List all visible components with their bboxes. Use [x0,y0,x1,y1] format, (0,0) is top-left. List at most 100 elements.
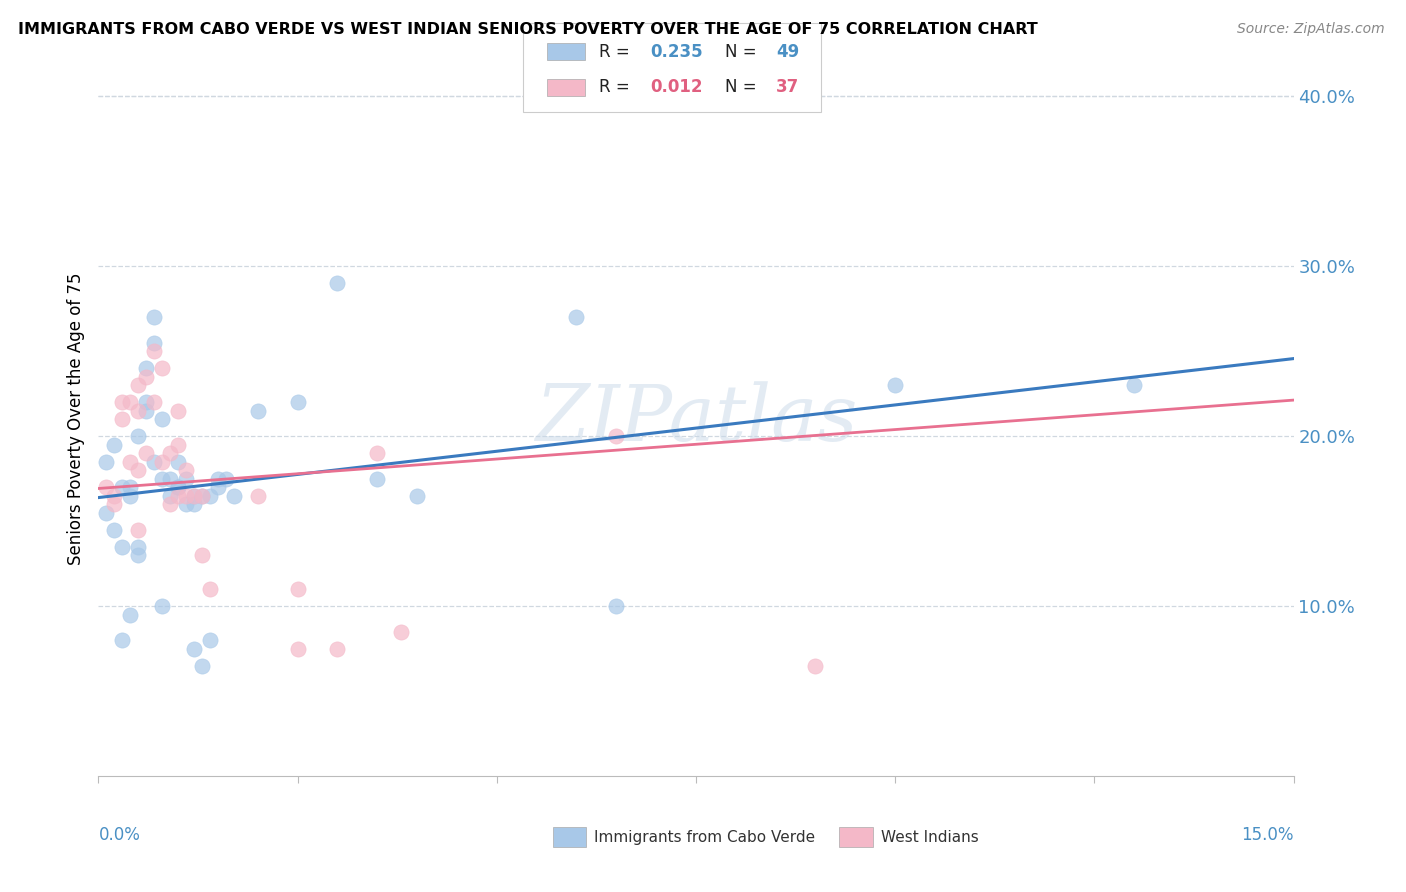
Point [246,489,269,503]
Point [207,480,229,494]
Text: ZIPatlas: ZIPatlas [534,381,858,458]
Point [191,489,214,503]
Point [326,641,349,656]
Point [120,607,142,622]
Point [174,472,197,486]
Point [135,361,157,376]
Text: 15.0%: 15.0% [1241,826,1294,844]
Text: R =: R = [599,43,636,61]
Text: N =: N = [724,78,762,96]
Point [127,403,149,417]
Text: 0.012: 0.012 [651,78,703,96]
Point [191,548,214,562]
Point [198,633,221,648]
Point [143,335,166,350]
Text: Immigrants from Cabo Verde: Immigrants from Cabo Verde [595,830,815,845]
Point [103,523,125,537]
Text: R =: R = [599,78,636,96]
Point [120,489,142,503]
Point [884,378,907,392]
Point [143,344,166,359]
Point [127,463,149,477]
Point [183,497,205,511]
Point [127,540,149,554]
Point [111,633,134,648]
Point [150,472,173,486]
Point [174,463,197,477]
Text: 0.0%: 0.0% [98,826,141,844]
Point [143,395,166,409]
Point [135,369,157,384]
Text: 49: 49 [776,43,799,61]
Point [135,403,157,417]
Point [191,658,214,673]
Point [167,455,190,469]
FancyBboxPatch shape [553,828,586,847]
FancyBboxPatch shape [523,23,821,112]
Text: 37: 37 [776,78,799,96]
Point [167,403,190,417]
Point [207,472,229,486]
Point [287,395,309,409]
Point [191,489,214,503]
Point [103,438,125,452]
Point [111,412,134,426]
Point [246,403,269,417]
Point [143,455,166,469]
Point [135,446,157,460]
Point [150,599,173,614]
Text: 0.235: 0.235 [651,43,703,61]
Point [103,497,125,511]
Text: N =: N = [724,43,762,61]
Point [127,429,149,443]
Text: Source: ZipAtlas.com: Source: ZipAtlas.com [1237,22,1385,37]
Point [111,395,134,409]
Point [167,480,190,494]
Point [111,540,134,554]
Point [143,310,166,325]
Point [120,455,142,469]
FancyBboxPatch shape [839,828,873,847]
Point [287,582,309,596]
Point [120,480,142,494]
Text: IMMIGRANTS FROM CABO VERDE VS WEST INDIAN SENIORS POVERTY OVER THE AGE OF 75 COR: IMMIGRANTS FROM CABO VERDE VS WEST INDIA… [18,22,1038,37]
Text: West Indians: West Indians [882,830,979,845]
Point [804,658,827,673]
Point [120,395,142,409]
Point [159,472,181,486]
Point [96,480,118,494]
Point [150,455,173,469]
Point [127,378,149,392]
Point [605,429,627,443]
Point [96,506,118,520]
Point [565,310,588,325]
Point [96,455,118,469]
Point [127,523,149,537]
Point [326,277,349,291]
Point [174,489,197,503]
Point [127,548,149,562]
Point [406,489,429,503]
Point [366,446,388,460]
Point [174,497,197,511]
Point [183,641,205,656]
FancyBboxPatch shape [547,43,585,61]
Point [183,489,205,503]
Point [150,361,173,376]
FancyBboxPatch shape [547,78,585,96]
Point [1123,378,1146,392]
Point [215,472,238,486]
Point [366,472,388,486]
Point [605,599,627,614]
Point [111,480,134,494]
Point [159,497,181,511]
Point [150,412,173,426]
Point [103,489,125,503]
Y-axis label: Seniors Poverty Over the Age of 75: Seniors Poverty Over the Age of 75 [66,273,84,566]
Point [167,489,190,503]
Point [287,641,309,656]
Point [198,582,221,596]
Point [159,446,181,460]
Point [167,480,190,494]
Point [159,489,181,503]
